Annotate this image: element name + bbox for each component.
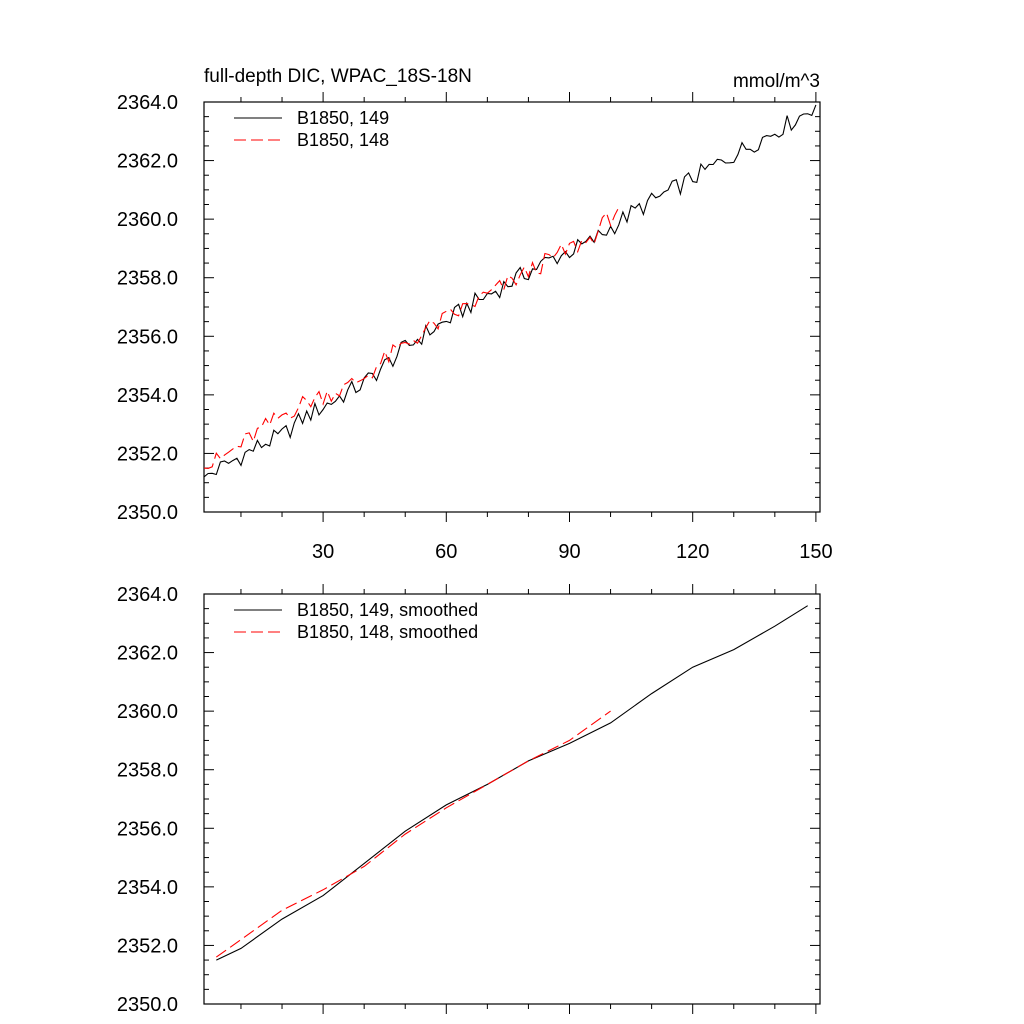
legend-label: B1850, 149 [297, 108, 389, 128]
y-tick-label: 2356.0 [117, 326, 178, 348]
legend-label: B1850, 148, smoothed [297, 622, 478, 642]
y-tick-label: 2354.0 [117, 877, 178, 899]
plot-frame [203, 593, 821, 1005]
series-line-2 [215, 710, 611, 958]
y-tick-label: 2358.0 [117, 760, 178, 782]
x-tick-label: 30 [312, 541, 334, 563]
series-line-1 [216, 605, 808, 961]
plot-frame [203, 101, 821, 513]
chart-title: full-depth DIC, WPAC_18S-18N [204, 66, 472, 87]
y-tick-label: 2356.0 [117, 818, 178, 840]
y-tick-label: 2362.0 [117, 643, 178, 665]
y-tick-label: 2352.0 [117, 443, 178, 465]
y-tick-label: 2352.0 [117, 935, 178, 957]
top-panel: 2350.0 2352.0 2354.0 2356.0 2358.0 2360.0 2362… [117, 92, 833, 563]
x-tick-label: 120 [676, 541, 709, 563]
bottom-panel: 2350.0 2352.0 2354.0 2356.0 2358.0 2360.0 2362… [117, 584, 821, 1016]
y-tick-label: 2364.0 [117, 584, 178, 606]
x-tick-label: 60 [435, 541, 457, 563]
series-line-2 [203, 207, 620, 469]
y-tick-label: 2350.0 [117, 502, 178, 524]
y-tick-label: 2360.0 [117, 701, 178, 723]
x-tick-label: 90 [558, 541, 580, 563]
y-tick-label: 2362.0 [117, 151, 178, 173]
legend-label: B1850, 148 [297, 130, 389, 150]
y-tick-label: 2360.0 [117, 209, 178, 231]
y-tick-label: 2364.0 [117, 92, 178, 114]
units-label: mmol/m^3 [733, 71, 820, 92]
y-tick-label: 2358.0 [117, 268, 178, 290]
series-line-1 [203, 104, 817, 478]
y-tick-label: 2350.0 [117, 994, 178, 1016]
x-tick-label: 150 [799, 541, 832, 563]
legend-label: B1850, 149, smoothed [297, 600, 478, 620]
y-tick-label: 2354.0 [117, 385, 178, 407]
